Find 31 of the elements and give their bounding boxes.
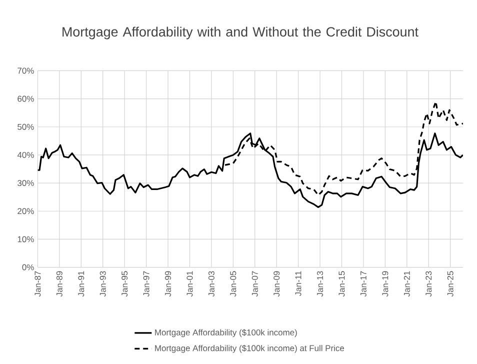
x-tick-label: Jan-89 xyxy=(56,271,62,297)
x-tick-label: Jan-03 xyxy=(208,271,214,297)
x-tick-label: Jan-91 xyxy=(78,271,84,297)
x-tick-label: Jan-15 xyxy=(338,271,345,297)
chart-title: Mortgage Affordability with and Without the Credit Discount xyxy=(62,26,418,40)
x-tick-label: Jan-11 xyxy=(295,271,302,296)
x-tick-label: Jan-13 xyxy=(317,271,324,297)
y-tick-label: 60% xyxy=(18,96,34,102)
x-tick-label: Jan-95 xyxy=(122,271,128,297)
legend-label: Mortgage Affordability ($100k income) at Full Price xyxy=(155,344,344,353)
x-tick-label: Jan-17 xyxy=(360,271,366,297)
y-tick-label: 70% xyxy=(18,68,34,74)
x-tick-label: Jan-25 xyxy=(447,271,454,297)
x-tick-label: Jan-97 xyxy=(143,271,150,297)
x-tick-label: Jan-87 xyxy=(34,271,41,297)
x-tick-label: Jan-23 xyxy=(426,271,432,297)
x-tick-label: Jan-09 xyxy=(274,271,280,297)
x-tick-label: Jan-93 xyxy=(100,271,106,297)
y-tick-label: 50% xyxy=(18,124,34,130)
y-tick-label: 40% xyxy=(17,152,34,158)
y-tick-label: 20% xyxy=(18,208,34,214)
x-tick-label: Jan-07 xyxy=(252,271,258,297)
y-tick-label: 0% xyxy=(22,264,34,270)
x-tick-label: Jan-05 xyxy=(230,271,236,297)
y-tick-label: 10% xyxy=(18,236,34,242)
legend-label: Mortgage Affordability ($100k income) xyxy=(155,329,297,338)
x-tick-label: Jan-99 xyxy=(165,271,171,297)
x-tick-label: Jan-19 xyxy=(382,271,388,297)
x-tick-label: Jan-01 xyxy=(186,271,193,297)
x-tick-label: Jan-21 xyxy=(404,271,410,297)
y-tick-label: 30% xyxy=(18,180,34,186)
